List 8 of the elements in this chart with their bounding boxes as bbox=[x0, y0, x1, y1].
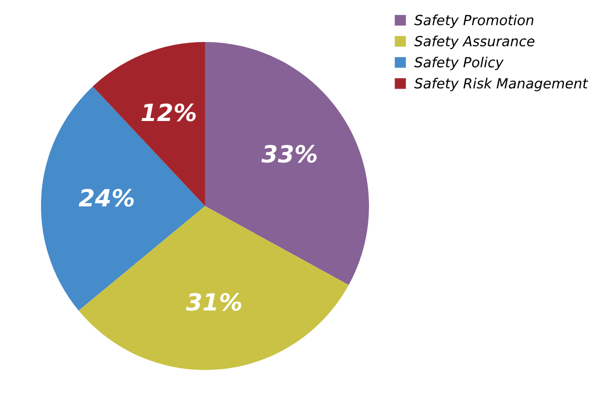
legend-label: Safety Policy bbox=[414, 56, 504, 70]
legend-label: Safety Assurance bbox=[414, 36, 534, 50]
data-label: 33% bbox=[261, 144, 317, 163]
data-label: 31% bbox=[186, 292, 242, 311]
data-label: 24% bbox=[78, 188, 134, 207]
legend-label: Safety Promotion bbox=[414, 14, 534, 28]
data-label: 12% bbox=[142, 104, 196, 122]
legend-label: Safety Risk Management bbox=[414, 78, 588, 92]
